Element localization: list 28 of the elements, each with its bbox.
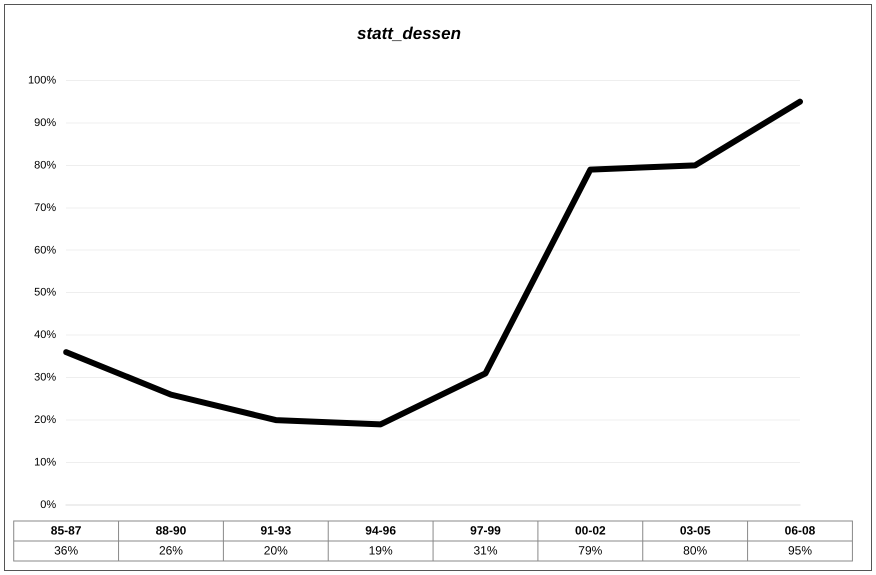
y-tick-label: 50% [34,286,56,299]
text: 19% [368,543,393,558]
y-tick-label: 80% [34,159,56,172]
y-tick-label: 90% [34,116,56,129]
x-tick-label: 06-08 [784,523,816,538]
x-tick-label: 97-99 [470,523,502,538]
text: 36% [54,543,78,558]
text: 26% [158,543,183,558]
text: 20% [264,543,288,558]
x-tick-label: 00-02 [574,523,606,538]
text: 80% [683,543,708,558]
text: 79% [578,543,602,558]
text: 95% [788,543,812,558]
x-tick-label: 88-90 [156,523,187,538]
text: 31% [473,543,498,558]
y-tick-label: 10% [34,456,56,469]
y-tick-label: 60% [34,244,56,256]
x-tick-label: 03-05 [680,523,711,538]
y-tick-label: 40% [34,329,56,342]
chart-title: statt_dessen [357,24,461,43]
x-tick-label: 91-93 [260,523,292,538]
y-tick-label: 100% [28,74,56,86]
y-tick-label: 0% [40,499,56,512]
y-tick-label: 20% [34,414,56,426]
y-tick-label: 70% [34,202,56,214]
x-tick-label: 85-87 [50,523,82,538]
x-tick-label: 94-96 [365,523,396,538]
y-tick-label: 30% [34,372,56,384]
